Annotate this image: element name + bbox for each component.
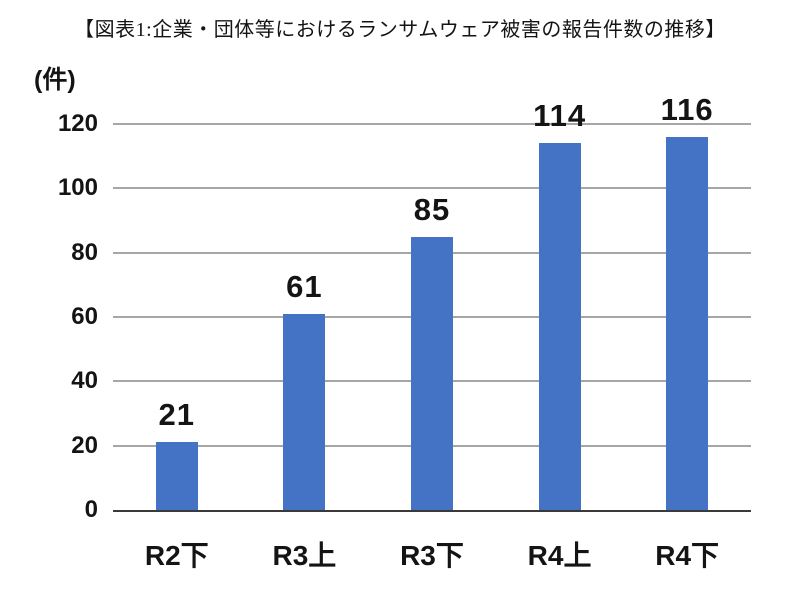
gridline: [113, 187, 751, 190]
bar-value-label: 85: [413, 191, 451, 227]
chart-title: 【図表1:企業・団体等におけるランサムウェア被害の報告件数の推移】: [74, 19, 726, 41]
bar-value-label: 114: [533, 98, 587, 134]
y-tick-label: 0: [84, 496, 98, 523]
bar-group: 114: [496, 100, 624, 510]
y-tick-label: 120: [57, 110, 98, 137]
bar: [283, 313, 326, 510]
bar: [666, 136, 709, 510]
bar-group: 61: [241, 124, 369, 510]
y-tick-label: 80: [71, 238, 98, 266]
y-axis-unit-label: (件): [34, 66, 76, 94]
y-axis-tick-labels: 0 20 40 60 80 100 120: [0, 111, 98, 523]
x-tick-label: R3下: [400, 540, 464, 571]
bar-value-label: 116: [660, 91, 714, 127]
bar-group: 85: [368, 124, 496, 510]
bars-container: 21 61 85 114 116: [113, 94, 751, 510]
bar-group: 116: [623, 94, 751, 510]
bar-group: 21: [113, 124, 241, 510]
bar: [538, 143, 581, 510]
x-tick-label: R2下: [144, 540, 209, 571]
gridline: [113, 123, 751, 125]
x-tick-label: R4上: [527, 540, 592, 571]
y-tick-label: 20: [71, 431, 98, 459]
bar: [155, 442, 198, 510]
y-tick-label: 60: [71, 303, 98, 330]
plot-area: 21 61 85 114 116: [113, 94, 751, 512]
x-axis-tick-labels: R2下 R3上 R3下 R4上 R4下: [113, 538, 751, 574]
y-tick-label: 40: [71, 367, 98, 395]
bar-value-label: 61: [286, 268, 323, 304]
y-tick-label: 100: [57, 174, 98, 202]
x-tick-label: R3上: [272, 540, 337, 571]
x-tick-label: R4下: [655, 540, 720, 571]
bar: [410, 236, 453, 510]
bar-value-label: 21: [158, 397, 196, 433]
